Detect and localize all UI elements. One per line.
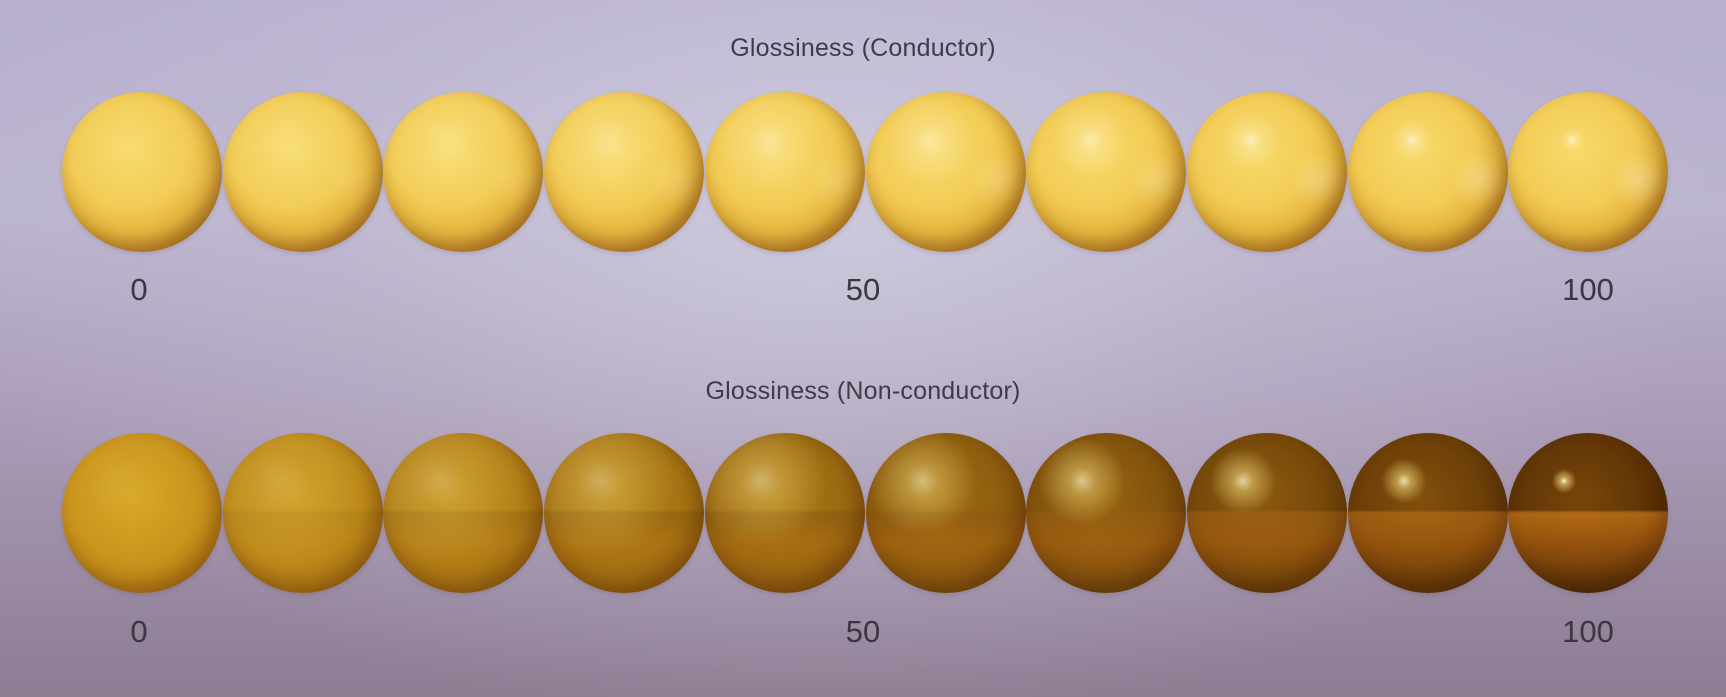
sphere-glossiness-100 (1508, 92, 1669, 252)
sphere-glossiness-44 (704, 92, 865, 252)
sphere-glossiness-22 (383, 433, 544, 593)
scale-label-min: 0 (130, 614, 148, 649)
sphere-row-conductor (62, 92, 1669, 252)
scale-label-min: 0 (130, 272, 148, 307)
sphere-glossiness-100 (1508, 433, 1669, 593)
section-title-conductor: Glossiness (Conductor) (730, 34, 996, 62)
sphere-glossiness-67 (1026, 433, 1187, 593)
sphere-glossiness-67 (1026, 92, 1187, 252)
sphere-glossiness-56 (865, 92, 1026, 252)
scale-label-max: 100 (1562, 272, 1614, 307)
sphere-glossiness-0 (62, 433, 222, 593)
sphere-glossiness-11 (222, 433, 383, 593)
sphere-glossiness-22 (383, 92, 544, 252)
sphere-glossiness-44 (704, 433, 865, 593)
scale-label-mid: 50 (845, 614, 881, 649)
sphere-glossiness-78 (1186, 433, 1347, 593)
sphere-row-non-conductor (62, 433, 1669, 593)
sphere-glossiness-33 (544, 433, 705, 593)
sphere-glossiness-0 (62, 92, 222, 252)
section-title-non-conductor: Glossiness (Non-conductor) (705, 377, 1021, 405)
scale-label-max: 100 (1562, 614, 1614, 649)
sphere-glossiness-78 (1186, 92, 1347, 252)
sphere-glossiness-89 (1347, 92, 1508, 252)
sphere-glossiness-56 (865, 433, 1026, 593)
scale-label-mid: 50 (845, 272, 881, 307)
sphere-glossiness-89 (1347, 433, 1508, 593)
sphere-glossiness-33 (544, 92, 705, 252)
sphere-glossiness-11 (222, 92, 383, 252)
